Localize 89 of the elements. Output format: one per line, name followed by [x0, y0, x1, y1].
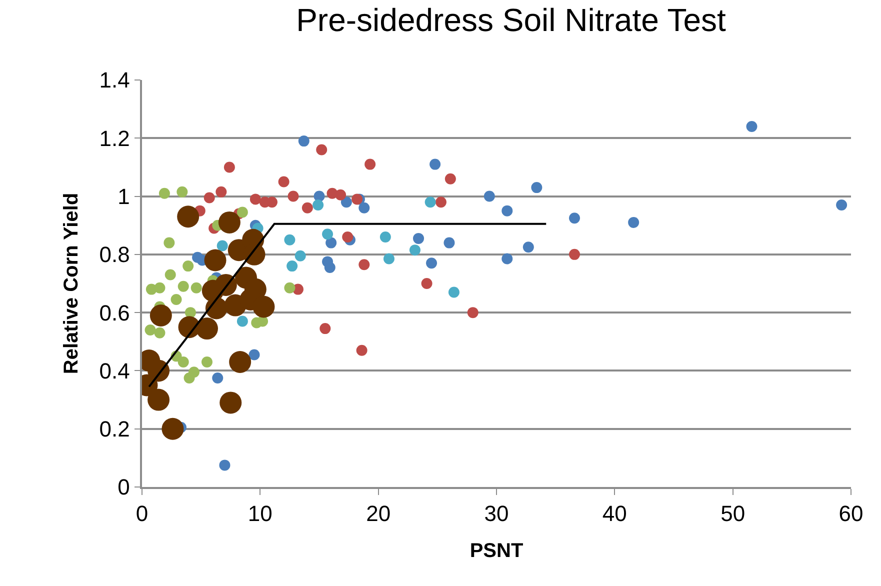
point [192, 252, 204, 263]
point [190, 282, 202, 294]
point [421, 278, 432, 289]
point [746, 121, 758, 132]
point [435, 196, 446, 208]
y-tick-label: 0.2 [99, 416, 130, 442]
point [409, 244, 420, 256]
point [358, 202, 370, 214]
point [288, 190, 299, 202]
point [316, 144, 328, 156]
point [286, 260, 298, 272]
x-tick-label: 50 [720, 501, 746, 526]
y-tick-label: 0.6 [99, 300, 130, 326]
point [531, 182, 542, 194]
point [444, 173, 456, 184]
point [356, 344, 368, 356]
point [184, 307, 196, 318]
x-tick-label: 20 [366, 501, 391, 526]
point [568, 212, 580, 224]
point [324, 262, 336, 274]
point [298, 136, 310, 147]
point [176, 186, 188, 198]
y-axis-title: Relative Corn Yield [60, 192, 82, 374]
point [380, 231, 391, 242]
point [236, 316, 248, 327]
point [170, 294, 182, 305]
x-tick-label: 30 [484, 501, 509, 526]
point [178, 356, 189, 368]
point [322, 228, 334, 240]
point [335, 189, 346, 200]
point [302, 202, 313, 214]
point [312, 200, 324, 211]
y-tick-label: 1 [118, 184, 130, 209]
point [201, 356, 212, 368]
point [216, 240, 228, 252]
point [154, 282, 166, 294]
point [248, 349, 260, 360]
point [364, 158, 376, 170]
point [444, 237, 455, 248]
x-tick-label: 0 [136, 501, 148, 526]
point [448, 286, 460, 298]
point [413, 232, 424, 244]
point [836, 200, 848, 211]
point [424, 196, 436, 208]
chart-title: Pre-sidedress Soil Nitrate Test [296, 2, 726, 38]
point [467, 307, 478, 318]
point [204, 192, 215, 204]
point [284, 234, 296, 246]
x-tick-label: 40 [602, 501, 627, 526]
y-tick-label: 1.4 [99, 68, 130, 93]
point [251, 317, 262, 328]
point [236, 206, 248, 218]
point [212, 372, 224, 384]
point [224, 162, 235, 173]
point [326, 237, 337, 248]
point [358, 259, 370, 270]
point [568, 248, 580, 260]
point [219, 460, 230, 471]
point [342, 231, 354, 242]
point [383, 253, 394, 264]
point [178, 280, 189, 292]
y-tick-label: 1.2 [99, 126, 130, 151]
point [184, 372, 195, 384]
point [294, 250, 306, 262]
y-tick-label: 0 [118, 474, 130, 500]
point [284, 282, 296, 294]
point [164, 237, 175, 248]
x-tick-label: 60 [838, 501, 864, 526]
y-tick-label: 0.4 [99, 358, 130, 384]
point [144, 324, 156, 336]
point [628, 216, 640, 228]
y-tick-label: 0.8 [99, 242, 130, 268]
x-tick-label: 10 [248, 501, 272, 526]
x-axis-title: PSNT [470, 540, 524, 562]
point [430, 158, 441, 170]
point [250, 194, 261, 205]
point [340, 196, 352, 208]
point [426, 258, 438, 269]
point [484, 190, 495, 202]
point [182, 260, 194, 272]
point [522, 242, 534, 253]
point [320, 323, 331, 334]
point [164, 269, 176, 280]
point [502, 253, 513, 264]
point [502, 205, 513, 216]
point [158, 188, 170, 199]
point [216, 186, 227, 198]
point [278, 176, 290, 188]
point [154, 327, 166, 338]
